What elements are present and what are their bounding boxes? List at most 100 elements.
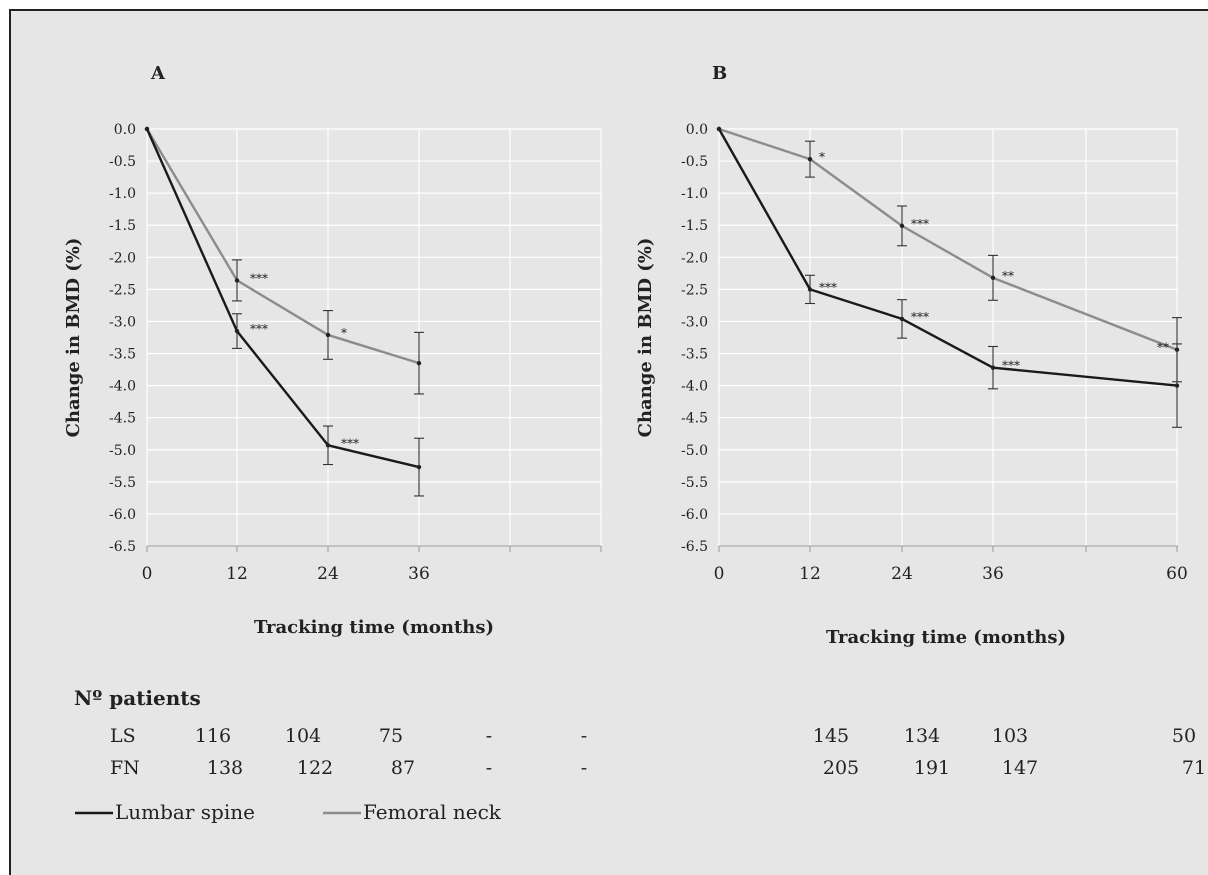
y-tick-label: -6.0: [681, 507, 708, 523]
x-axis-title: Tracking time (months): [826, 627, 1066, 648]
y-tick-label: -0.5: [681, 154, 708, 170]
data-point: [416, 464, 422, 470]
y-axis-title: Change in BMD (%): [63, 238, 84, 438]
significance-label: *: [341, 326, 347, 340]
y-tick-label: -3.5: [109, 347, 136, 363]
data-point: [716, 126, 722, 132]
table-cell-a: 138: [207, 757, 243, 779]
significance-label: ***: [1002, 359, 1020, 373]
legend: Lumbar spine Femoral neck: [75, 800, 502, 824]
y-tick-label: -4.5: [681, 411, 708, 427]
data-point: [416, 360, 422, 366]
x-tick-label: 24: [891, 564, 913, 584]
y-tick-label: -5.0: [681, 443, 708, 459]
series-line-femoral-neck: [718, 127, 1178, 351]
y-tick-label: -1.0: [109, 186, 136, 202]
panel-b: B 0.0 -0.5 -1.0 -1.5 -2.0 -2.5 -3.0 -3.5 -4.0 -4.5…: [635, 63, 1188, 648]
y-tick-label: -5.5: [681, 475, 708, 491]
y-tick-label: -5.5: [109, 475, 136, 491]
y-tick-label: -1.5: [681, 218, 708, 234]
data-point: [899, 223, 905, 229]
y-tick-label: -2.5: [681, 282, 708, 298]
figure-frame: A 0.0 -0.5 -1.0 -1.5 -2.0 -2.5 -3.0 -3.5 -4.0 -4.5…: [9, 9, 1208, 875]
panel-label: A: [150, 63, 166, 84]
data-point: [899, 316, 905, 322]
table-cell-a: -: [486, 757, 492, 779]
y-tick-label: -1.5: [109, 218, 136, 234]
data-point: [325, 332, 331, 338]
significance-label: ***: [911, 310, 929, 324]
table-row-label: LS: [110, 725, 136, 747]
data-point: [990, 275, 996, 281]
data-point: [325, 443, 331, 448]
y-tick-label: -0.5: [109, 154, 136, 170]
table-cell-b: 103: [992, 725, 1028, 747]
patients-table: Nº patients LS 116 104 75 - - 145 134 103 50 FN 138 1…: [74, 686, 1206, 779]
x-tick-label: 12: [799, 564, 821, 584]
legend-label: Femoral neck: [363, 800, 502, 824]
data-point: [144, 126, 150, 132]
data-point: [234, 328, 240, 334]
x-tick-label: 24: [317, 564, 339, 584]
table-cell-a: 104: [285, 725, 321, 747]
y-tick-label: -1.0: [681, 186, 708, 202]
significance-label: **: [1002, 269, 1014, 283]
y-tick-label: -2.5: [109, 282, 136, 298]
y-tick-label: -3.0: [681, 314, 708, 330]
table-cell-b: 134: [904, 725, 940, 747]
table-cell-a: -: [581, 757, 587, 779]
y-tick-label: -6.0: [109, 507, 136, 523]
data-point: [807, 156, 813, 162]
x-tick-label: 36: [408, 564, 430, 584]
panel-label: B: [712, 63, 727, 84]
y-tick-label: -6.5: [681, 539, 708, 555]
table-cell-b: 191: [914, 757, 950, 779]
y-tick-label: -5.0: [109, 443, 136, 459]
significance-label: ***: [341, 436, 359, 450]
data-point: [807, 287, 813, 292]
table-cell-a: -: [581, 725, 587, 747]
y-tick-label: -4.0: [681, 379, 708, 395]
table-cell-b: 145: [813, 725, 849, 747]
table-cell-b: 147: [1002, 757, 1038, 779]
significance-label: ***: [819, 280, 837, 294]
bmd-figure: A 0.0 -0.5 -1.0 -1.5 -2.0 -2.5 -3.0 -3.5 -4.0 -4.5…: [63, 63, 1206, 824]
panel-a: A 0.0 -0.5 -1.0 -1.5 -2.0 -2.5 -3.0 -3.5 -4.0 -4.5…: [63, 63, 602, 638]
y-tick-label: -4.5: [109, 411, 136, 427]
y-tick-label: 0.0: [114, 122, 136, 138]
table-cell-a: 122: [297, 757, 333, 779]
x-tick-label: 0: [142, 564, 153, 584]
significance-label: *: [819, 150, 825, 164]
y-tick-label: -2.0: [109, 250, 136, 266]
y-tick-label: -3.0: [109, 314, 136, 330]
y-axis-title: Change in BMD (%): [635, 238, 656, 438]
x-tick-label: 36: [982, 564, 1004, 584]
table-cell-a: 75: [379, 725, 403, 747]
significance-label: ***: [250, 322, 268, 336]
significance-label: ***: [250, 271, 268, 285]
x-tick-label: 0: [714, 564, 725, 584]
table-cell-a: 87: [391, 757, 415, 779]
data-point: [990, 365, 996, 370]
x-tick-label: 60: [1166, 564, 1188, 584]
legend-label: Lumbar spine: [115, 800, 255, 824]
y-tick-label: -4.0: [109, 379, 136, 395]
data-point: [234, 278, 240, 283]
x-tick-label: 12: [226, 564, 248, 584]
table-cell-a: -: [486, 725, 492, 747]
table-cell-b: 71: [1182, 757, 1206, 779]
y-tick-label: -3.5: [681, 347, 708, 363]
series-line-lumbar-spine: [145, 128, 420, 469]
table-cell-b: 50: [1172, 725, 1196, 747]
y-tick-label: -6.5: [109, 539, 136, 555]
table-row-label: FN: [110, 757, 140, 779]
patients-heading: Nº patients: [74, 686, 201, 710]
significance-label: **: [1157, 341, 1169, 355]
table-cell-b: 205: [823, 757, 859, 779]
table-cell-a: 116: [195, 725, 231, 747]
x-axis-title: Tracking time (months): [254, 617, 494, 638]
y-tick-label: -2.0: [681, 250, 708, 266]
y-tick-label: 0.0: [686, 122, 708, 138]
data-point: [1174, 383, 1180, 388]
significance-label: ***: [911, 217, 929, 231]
